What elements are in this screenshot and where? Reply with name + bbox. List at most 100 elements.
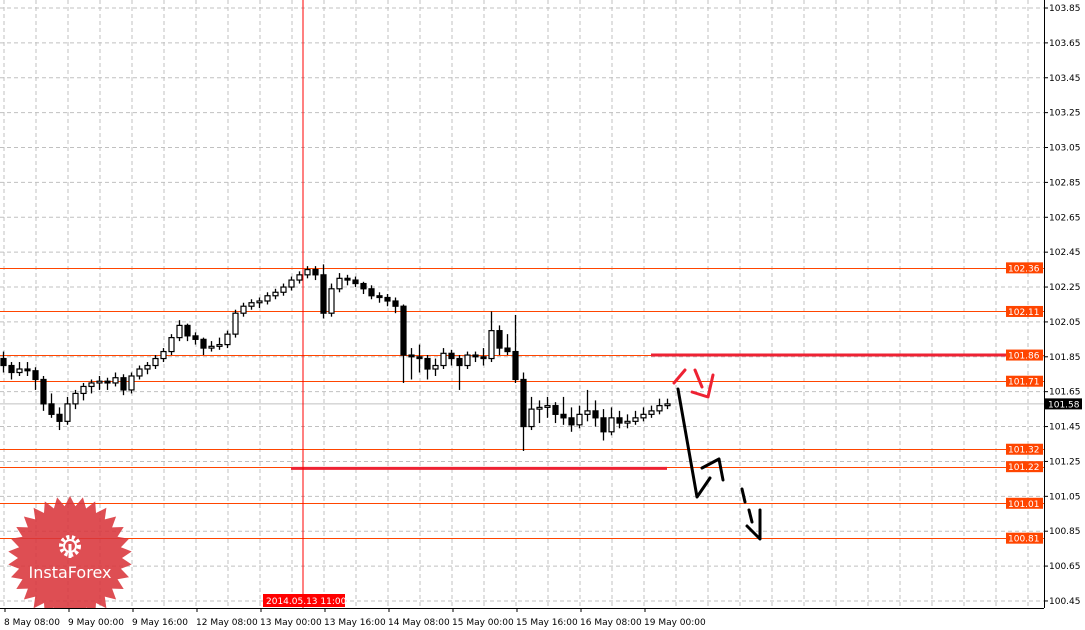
candle-body (160, 350, 167, 360)
candle-body (576, 413, 583, 426)
candle-body (152, 357, 159, 367)
x-tick-label: 19 May 00:00 (644, 618, 706, 628)
level-price-label: 102.11 (1008, 308, 1040, 318)
candle (408, 348, 415, 380)
black-arrowhead-up (700, 457, 725, 482)
level-price-tag (1006, 497, 1043, 509)
candle-body (544, 405, 551, 408)
candle-body (400, 305, 407, 356)
y-tick-label: 102.45 (1049, 248, 1081, 258)
candle (520, 372, 527, 451)
candle (192, 332, 199, 345)
candle-body (376, 295, 383, 299)
candle (464, 351, 471, 370)
y-tick-label: 101.65 (1049, 388, 1081, 398)
level-price-label: 101.22 (1008, 463, 1040, 473)
level-price-tag (1006, 443, 1043, 455)
candle (16, 362, 23, 376)
candle (48, 393, 55, 418)
candle (336, 273, 343, 293)
candle-body (480, 356, 487, 360)
candle-body (448, 352, 455, 360)
candle (600, 409, 607, 441)
y-tick-label: 102.65 (1049, 213, 1081, 223)
candle-body (272, 291, 279, 297)
y-tick-label: 103.25 (1049, 109, 1081, 119)
candle-body (208, 345, 215, 349)
candle (32, 367, 39, 390)
candle-body (72, 392, 79, 405)
candle (528, 396, 535, 431)
candle (552, 402, 559, 424)
candle (224, 330, 231, 349)
candle (424, 355, 431, 380)
candle (280, 283, 287, 296)
candle-body (144, 364, 151, 370)
candle (640, 407, 647, 422)
candle-body (664, 403, 671, 407)
candle (248, 299, 255, 310)
candle-body (280, 286, 287, 293)
y-tick-label: 101.25 (1049, 457, 1081, 467)
candle (264, 292, 271, 305)
candle-body (408, 354, 415, 358)
candle (328, 283, 335, 317)
candle (144, 362, 151, 375)
candle-body (136, 368, 143, 377)
candle (24, 362, 31, 376)
y-tick-label: 102.05 (1049, 318, 1081, 328)
candle (80, 382, 87, 401)
candle-body (312, 269, 319, 276)
candle-body (640, 413, 647, 419)
candle (72, 389, 79, 410)
candle-body (32, 370, 39, 381)
price-axis-bg (1044, 0, 1085, 630)
candle-body (568, 417, 575, 426)
candle (304, 266, 311, 279)
candle-body (592, 410, 599, 419)
candle (360, 281, 367, 295)
level-price-tag (1006, 532, 1043, 544)
dashed-arrow-part (747, 508, 754, 524)
red-segments (291, 353, 1019, 470)
candle (448, 349, 455, 366)
candle (40, 375, 47, 411)
x-tick-label: 16 May 08:00 (580, 618, 642, 628)
candle (112, 372, 119, 387)
candle (0, 351, 7, 373)
logo-text: InstaForex (29, 563, 112, 582)
candle (472, 351, 479, 363)
candle-body (616, 417, 623, 424)
black-forecast-arrow (676, 387, 712, 499)
candle-body (552, 405, 559, 415)
candle-body (296, 274, 303, 281)
red-arrowhead-down (690, 373, 715, 399)
candle-body (16, 368, 23, 374)
candle-body (432, 364, 439, 370)
candle (160, 348, 167, 363)
candle-body (504, 347, 511, 353)
candle-body (424, 357, 431, 370)
candle-body (216, 343, 223, 347)
candle-body (488, 330, 495, 360)
y-tick-label: 100.45 (1049, 597, 1081, 607)
candle (536, 400, 543, 424)
candle-body (648, 410, 655, 415)
x-tick-label: 12 May 08:00 (196, 618, 258, 628)
crosshair-time-label: 2014.05.13 11:00 (266, 597, 347, 607)
level-price-tag (1006, 305, 1043, 317)
level-price-label: 101.71 (1008, 378, 1040, 388)
candle (200, 337, 207, 356)
candle (320, 264, 327, 319)
y-tick-label: 103.45 (1049, 74, 1081, 84)
gear-icon (59, 535, 81, 558)
candle (120, 374, 127, 396)
candle-body (416, 356, 423, 360)
y-tick-label: 103.05 (1049, 144, 1081, 154)
candle (368, 285, 375, 300)
candle-body (656, 405, 663, 412)
candle (296, 271, 303, 284)
candle-body (224, 333, 231, 346)
candle (256, 297, 263, 308)
